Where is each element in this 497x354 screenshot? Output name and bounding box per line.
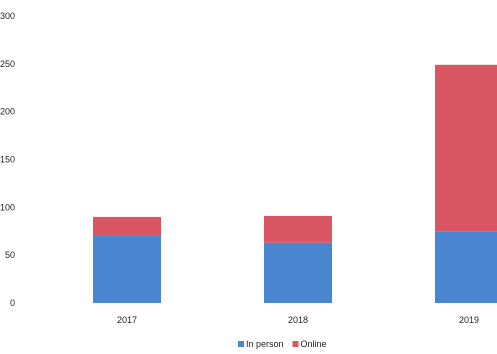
- bar-in-person-2019: [435, 231, 497, 303]
- x-tick-label: 2018: [288, 315, 308, 325]
- bar-online-2017: [93, 216, 161, 236]
- y-tick-label: 200: [0, 107, 15, 117]
- y-tick-label: 150: [0, 155, 15, 165]
- x-tick-label: 2019: [459, 315, 479, 325]
- legend-label: Online: [301, 339, 327, 349]
- bar-online-2018: [264, 215, 332, 243]
- y-axis: 0 50 100 150 200 250 300: [0, 11, 15, 308]
- x-axis: 2017 2018 2019: [117, 315, 479, 325]
- bar-online-2019: [435, 64, 497, 232]
- plot-area: [93, 64, 497, 303]
- legend: In person Online: [238, 339, 327, 349]
- x-tick-label: 2017: [117, 315, 137, 325]
- legend-swatch: [238, 341, 244, 347]
- legend-swatch: [292, 341, 299, 347]
- y-tick-label: 0: [10, 298, 15, 308]
- y-tick-label: 300: [0, 11, 15, 21]
- legend-label: In person: [246, 339, 284, 349]
- y-tick-label: 50: [5, 250, 15, 260]
- bar-in-person-2018: [264, 242, 332, 303]
- bar-in-person-2017: [93, 235, 161, 303]
- y-tick-label: 250: [0, 59, 15, 69]
- y-tick-label: 100: [0, 202, 15, 212]
